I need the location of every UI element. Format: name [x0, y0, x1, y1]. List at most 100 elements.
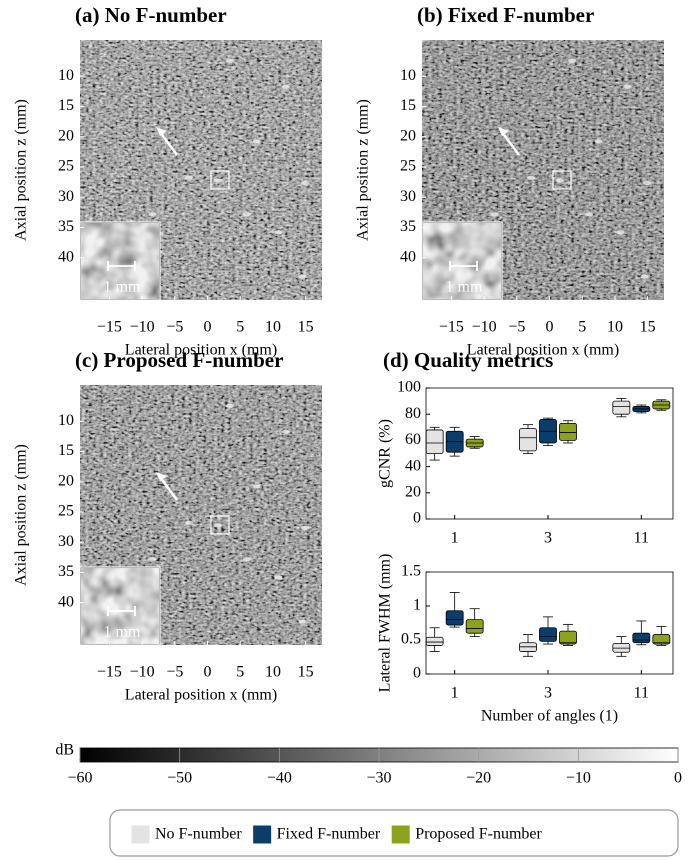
x-tick-label: 15	[298, 319, 314, 336]
inset-texture	[423, 223, 501, 299]
y-tick-label: 80	[405, 405, 421, 422]
colorbar-label: dB	[55, 742, 74, 759]
x-tick-label: 15	[640, 319, 656, 336]
scatterer	[616, 230, 625, 235]
y-axis-label: Axial position z (mm)	[13, 99, 30, 241]
plot-frame	[425, 571, 674, 675]
y-tick-label: 100	[397, 379, 421, 396]
y-tick-label: 10	[58, 412, 74, 429]
inset-label: 1 mm	[104, 279, 141, 296]
y-tick-label: 30	[58, 533, 74, 550]
box	[612, 400, 631, 415]
y-axis-label: Axial position z (mm)	[13, 444, 30, 586]
scale-bar	[449, 261, 478, 271]
x-tick-label: 11	[634, 530, 649, 547]
scatterer	[184, 175, 193, 180]
y-tick-label: 0	[413, 665, 421, 682]
scatterer	[281, 84, 290, 89]
x-tick-label: 10	[265, 319, 281, 336]
legend-label: Proposed F-number	[415, 826, 542, 843]
scatterer	[594, 139, 603, 144]
scatterer	[242, 212, 251, 217]
x-tick-label: −10	[472, 319, 497, 336]
arrow-head	[498, 127, 509, 136]
y-tick-label: 10	[58, 67, 74, 84]
scatterer	[274, 575, 283, 580]
scatterer	[226, 58, 235, 63]
scatterer	[584, 212, 593, 217]
y-tick-label: 1	[413, 597, 421, 614]
scatterer	[555, 178, 564, 183]
scale-bar	[107, 606, 136, 616]
x-axis-label: Lateral position x (mm)	[125, 342, 277, 359]
scatterer	[213, 178, 222, 183]
scatterer	[301, 181, 310, 185]
y-tick-label: 25	[58, 503, 74, 520]
x-tick-label: 0	[204, 319, 212, 336]
colorbar-tick-label: −40	[267, 770, 292, 787]
panel-title: (b) Fixed F-number	[417, 3, 594, 27]
scatterer	[526, 175, 535, 180]
y-tick-label: 30	[58, 188, 74, 205]
inset-texture	[81, 568, 159, 644]
x-axis-label: Number of angles (1)	[481, 708, 618, 725]
scatterer	[148, 212, 157, 217]
y-tick-label: 40	[400, 248, 416, 265]
scale-bar	[107, 261, 136, 271]
x-tick-label: −15	[97, 319, 122, 336]
scatterer	[640, 274, 649, 279]
legend-swatch	[253, 825, 272, 844]
x-axis-label: Lateral position x (mm)	[125, 687, 277, 704]
x-tick-label: −5	[508, 319, 525, 336]
y-tick-label: 20	[58, 127, 74, 144]
x-tick-label: −15	[439, 319, 464, 336]
legend-swatch	[391, 825, 410, 844]
box	[559, 422, 577, 441]
scatterer	[252, 484, 261, 489]
arrow	[158, 476, 179, 501]
inset-label: 1 mm	[446, 279, 483, 296]
colorbar-tick-label: 0	[674, 770, 682, 787]
y-tick-label: 15	[400, 97, 416, 114]
x-axis-label: Lateral position x (mm)	[467, 342, 619, 359]
scatterer	[226, 403, 235, 408]
y-tick-label: 40	[405, 457, 421, 474]
y-axis-label: Axial position z (mm)	[355, 99, 372, 241]
y-tick-label: 40	[58, 248, 74, 265]
scatterer	[298, 619, 307, 624]
box	[632, 632, 651, 644]
roi-box	[552, 170, 572, 190]
y-tick-label: 0	[413, 510, 421, 527]
y-tick-label: 15	[58, 97, 74, 114]
y-tick-label: 35	[400, 218, 416, 235]
x-tick-label: −15	[97, 664, 122, 681]
inset-label: 1 mm	[104, 624, 141, 641]
scatterer	[148, 557, 157, 562]
y-tick-label: 20	[405, 483, 421, 500]
box	[445, 610, 464, 626]
x-tick-label: 3	[544, 530, 552, 547]
colorbar-tick-label: −60	[67, 770, 92, 787]
x-tick-label: 11	[634, 685, 649, 702]
arrow-head	[156, 127, 167, 136]
box	[539, 627, 557, 642]
x-tick-label: 1	[451, 685, 459, 702]
y-axis-label: gCNR (%)	[377, 419, 394, 488]
y-tick-label: 15	[58, 442, 74, 459]
x-tick-label: −5	[166, 319, 183, 336]
roi-box	[210, 170, 230, 190]
arrow	[158, 131, 179, 156]
legend-swatch	[131, 825, 150, 844]
legend-label: Fixed F-number	[277, 826, 381, 843]
box	[425, 429, 444, 454]
scatterer	[242, 557, 251, 562]
x-tick-label: 5	[578, 319, 586, 336]
x-tick-label: 1	[451, 530, 459, 547]
colorbar-tick-label: −50	[167, 770, 192, 787]
y-axis-label: Lateral FWHM (mm)	[377, 554, 394, 693]
x-tick-label: −10	[130, 664, 155, 681]
box	[425, 636, 444, 646]
scatterer	[643, 181, 652, 185]
y-tick-label: 1.5	[401, 563, 421, 580]
